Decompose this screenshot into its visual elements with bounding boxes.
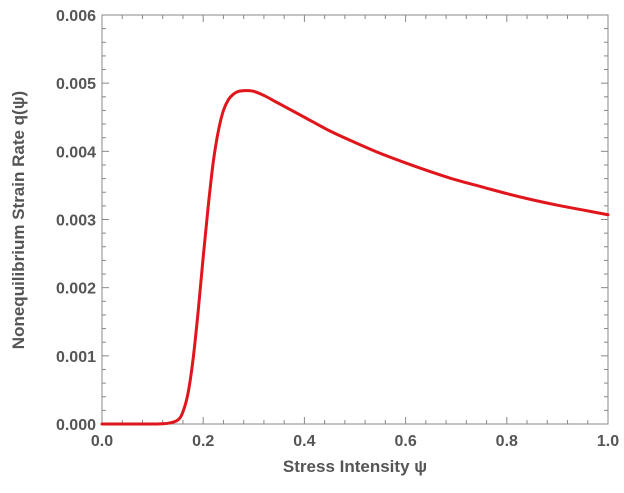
x-tick-label: 0.8 [496, 433, 518, 450]
y-tick-label: 0.001 [56, 349, 96, 366]
y-tick-label: 0.000 [56, 417, 96, 434]
x-tick-label: 0.4 [293, 433, 315, 450]
y-tick-label: 0.006 [56, 8, 96, 25]
series-line-0 [100, 89, 610, 426]
x-tick-label: 0.2 [192, 433, 214, 450]
y-tick-label: 0.004 [56, 144, 96, 161]
x-axis-title: Stress Intensity ψ [283, 457, 427, 476]
plot-frame [101, 14, 609, 425]
y-tick-label: 0.005 [56, 76, 96, 93]
x-axis: 0.0 0.2 0.4 0.6 0.8 1.0 [91, 15, 619, 450]
x-tick-label: 0.0 [91, 433, 113, 450]
x-tick-label: 0.6 [394, 433, 416, 450]
series-layer [100, 89, 610, 426]
x-tick-label: 1.0 [597, 433, 619, 450]
y-tick-label: 0.002 [56, 281, 96, 298]
y-tick-label: 0.003 [56, 213, 96, 230]
y-axis: 0.000 0.001 0.002 0.003 0.004 0.005 0.006 [56, 8, 608, 434]
y-axis-title: Nonequilibrium Strain Rate q(ψ) [9, 91, 28, 349]
